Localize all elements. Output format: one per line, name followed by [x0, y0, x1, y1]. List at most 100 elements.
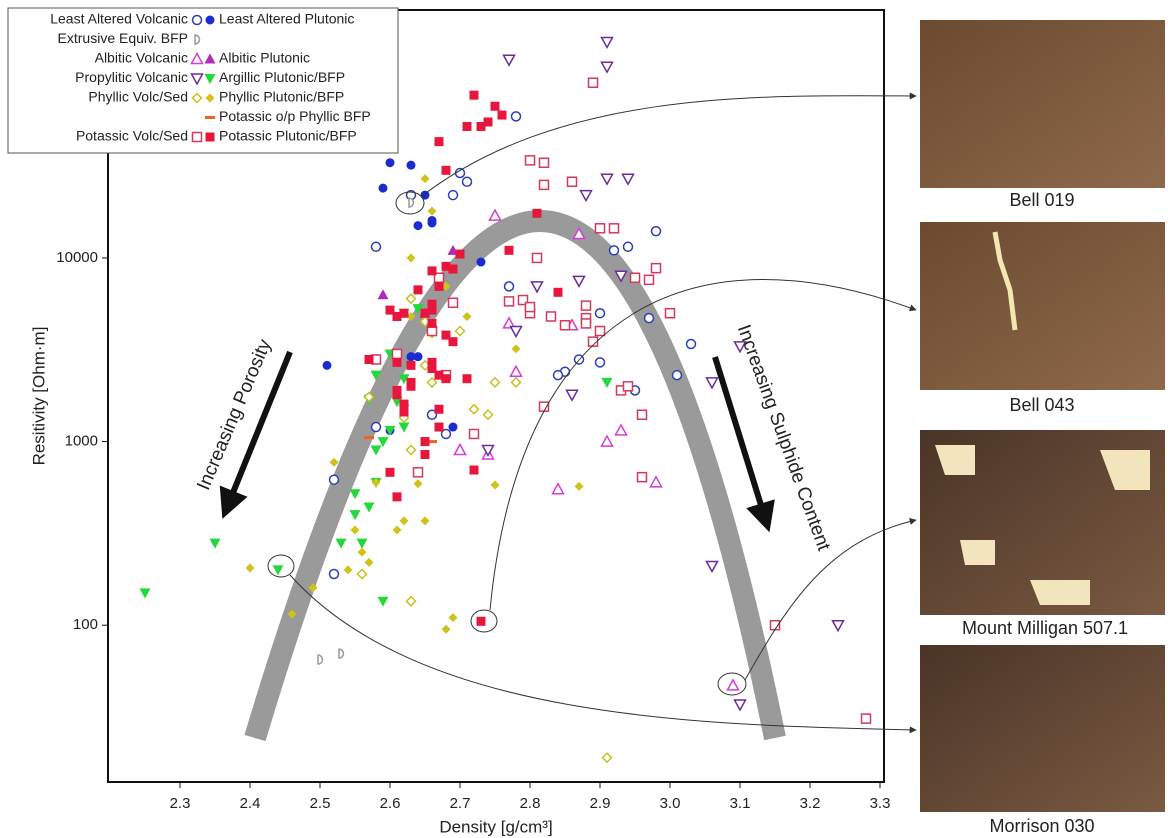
photo-caption: Bell 043 [1009, 395, 1074, 415]
point [631, 273, 640, 282]
point [414, 468, 423, 477]
point [421, 450, 430, 459]
point [652, 264, 661, 273]
point [610, 224, 619, 233]
point [409, 198, 414, 207]
x-axis-title: Density [g/cm³] [439, 817, 552, 836]
photo-caption: Morrison 030 [989, 816, 1094, 836]
legend-marker [193, 16, 202, 25]
legend-marker [206, 16, 215, 25]
point [540, 158, 549, 167]
point [596, 309, 605, 318]
point [386, 468, 395, 477]
photos [920, 20, 1165, 812]
point [638, 410, 647, 419]
point [364, 436, 374, 439]
point [435, 405, 444, 414]
figure: Increasing Porosity Increasing Sulphide … [0, 0, 1168, 838]
point [596, 224, 605, 233]
point [318, 655, 323, 664]
point [463, 122, 472, 131]
point [442, 166, 451, 175]
point [596, 358, 605, 367]
legend-label: Potassic Volc/Sed [76, 128, 188, 144]
point [547, 312, 556, 321]
legend-label: Potassic o/p Phyllic BFP [219, 108, 371, 124]
legend-marker [206, 133, 215, 142]
point [645, 314, 654, 323]
legend-label: Least Altered Plutonic [219, 11, 354, 27]
point [526, 303, 535, 312]
x-tick-label: 3.2 [800, 795, 821, 812]
point [449, 423, 458, 432]
legend-label: Albitic Plutonic [219, 50, 310, 66]
legend-label: Potassic Plutonic/BFP [219, 128, 357, 144]
point [673, 371, 682, 380]
point [540, 180, 549, 189]
x-tick-label: 2.4 [240, 795, 261, 812]
legend-label: Least Altered Volcanic [50, 11, 188, 27]
point [596, 327, 605, 336]
point [435, 282, 444, 291]
point [533, 253, 542, 262]
point [610, 246, 619, 255]
point [400, 407, 409, 416]
point [470, 429, 479, 438]
x-tick-label: 3.1 [730, 795, 751, 812]
legend-marker [195, 35, 200, 44]
legend-label: Phyllic Plutonic/BFP [219, 89, 344, 105]
legend-marker [193, 133, 202, 142]
point [393, 390, 402, 399]
y-tick-label: 10000 [56, 249, 98, 266]
photo-caption: Bell 019 [1009, 190, 1074, 210]
x-tick-label: 2.8 [520, 795, 541, 812]
point [365, 355, 374, 364]
point [470, 466, 479, 475]
point [435, 423, 444, 432]
point [421, 437, 430, 446]
point [449, 337, 458, 346]
point [554, 288, 563, 297]
legend-label: Argillic Plutonic/BFP [219, 69, 345, 85]
point [428, 300, 437, 309]
point [582, 319, 591, 328]
point [624, 242, 633, 251]
point [638, 473, 647, 482]
point [652, 227, 661, 236]
point [470, 91, 479, 100]
point [687, 339, 696, 348]
point [428, 218, 437, 227]
x-tick-label: 2.9 [590, 795, 611, 812]
point [323, 361, 332, 370]
point [505, 282, 514, 291]
point [582, 301, 591, 310]
legend-label: Phyllic Volc/Sed [88, 89, 188, 105]
point [386, 306, 395, 315]
x-tick-label: 2.6 [380, 795, 401, 812]
point [645, 275, 654, 284]
y-tick-label: 100 [73, 616, 98, 633]
point [666, 309, 675, 318]
point [428, 266, 437, 275]
photo-caption: Mount Milligan 507.1 [962, 618, 1128, 638]
point [372, 423, 381, 432]
x-tick-label: 3.3 [870, 795, 891, 812]
point [407, 161, 416, 170]
y-tick-label: 1000 [65, 433, 98, 450]
point [568, 177, 577, 186]
point [414, 285, 423, 294]
x-tick-label: 2.7 [450, 795, 471, 812]
point [442, 374, 451, 383]
x-tick-label: 2.3 [170, 795, 191, 812]
point [393, 358, 402, 367]
point [456, 250, 465, 259]
point [414, 352, 423, 361]
point [477, 258, 486, 267]
point [330, 475, 339, 484]
point [533, 209, 542, 218]
point [561, 321, 570, 330]
point [428, 319, 437, 328]
point [379, 184, 388, 193]
point [449, 191, 458, 200]
point [414, 221, 423, 230]
